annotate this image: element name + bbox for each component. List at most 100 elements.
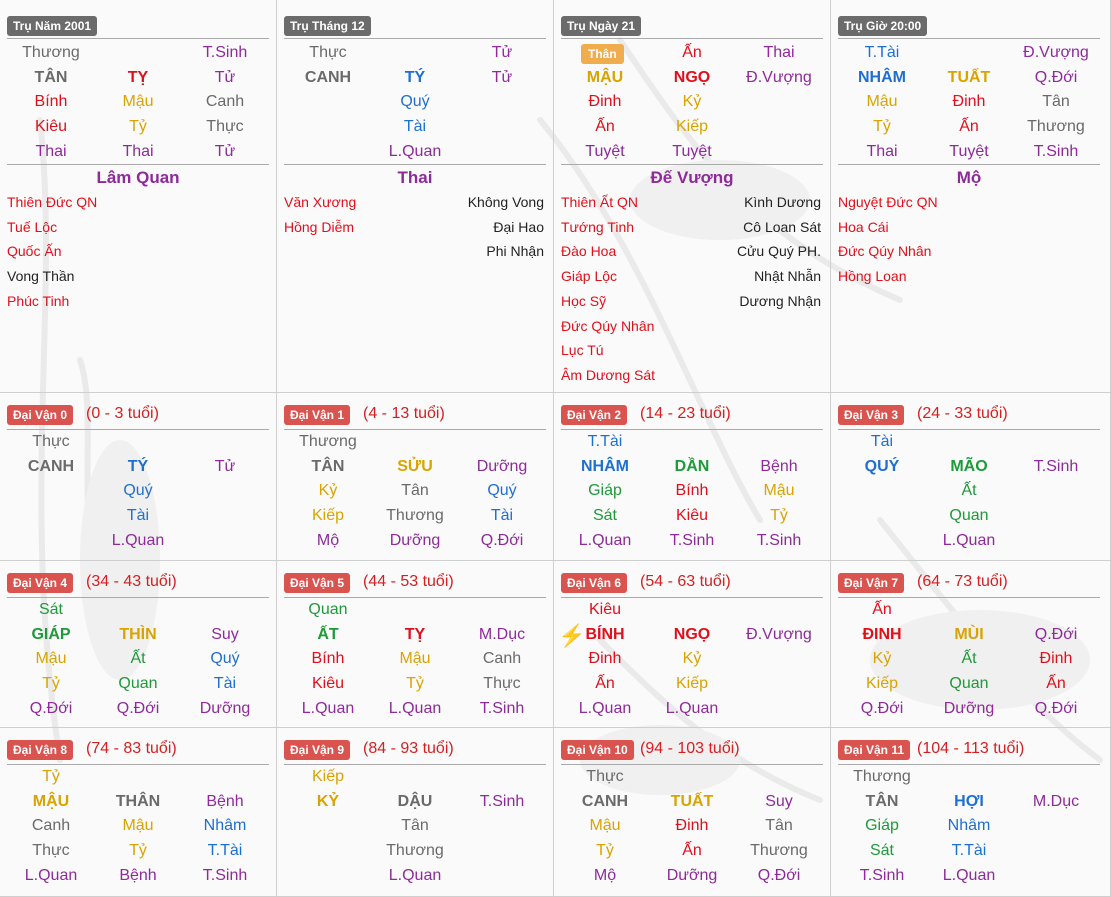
chart-cell: Đinh: [952, 93, 986, 111]
divider: [284, 164, 546, 165]
chart-cell: NHÂM: [581, 457, 629, 475]
chart-cell: Kiếp: [675, 118, 709, 136]
divider: [838, 38, 1100, 39]
luck-period-label: Đại Vận 0: [7, 405, 74, 425]
chart-cell: Kiêu: [34, 118, 68, 136]
luck-period-panel: Đại Vận 0 (0 - 3 tuổi) Thực CANH TÝ Tử Quý Tài L…: [0, 393, 277, 561]
chart-cell: DẬU: [397, 792, 433, 810]
star-item: Đức Qúy Nhân: [838, 243, 932, 260]
age-range: (84 - 93 tuổi): [363, 740, 454, 757]
growth-stage: Đế Vượng: [650, 168, 734, 187]
chart-cell: Ấn: [595, 118, 615, 136]
chart-cell: TỴ: [404, 625, 426, 643]
chart-cell: Ấn: [595, 675, 615, 693]
chart-cell: Đinh: [588, 93, 622, 111]
chart-cell: Mậu: [122, 817, 154, 835]
luck-period-panel: Đại Vận 6 (54 - 63 tuổi) ⚡ Kiêu BÍNH NGỌ Đ.Vượ…: [554, 561, 831, 728]
pillar-panel: Trụ Giờ 20:00 T.Tài Đ.Vượng NHÂM TUẤT Q.Đới Mậ…: [831, 0, 1111, 393]
pillar-title: Trụ Năm 2001: [7, 16, 98, 36]
divider: [284, 429, 546, 430]
chart-cell: Bệnh: [206, 792, 244, 810]
chart-cell: T.Sinh: [479, 792, 525, 810]
chart-cell: Giáp: [865, 817, 899, 835]
age-range: (0 - 3 tuổi): [86, 405, 159, 422]
chart-cell: DẦN: [674, 457, 710, 475]
chart-cell: Tân: [1042, 93, 1070, 111]
chart-cell: KỶ: [316, 792, 340, 810]
chart-cell: Tân: [401, 482, 429, 500]
chart-cell: Tân: [765, 817, 793, 835]
chart-cell: Thương: [853, 768, 911, 785]
chart-cell: Mậu: [122, 93, 154, 111]
chart-cell: Đinh: [1039, 650, 1073, 668]
age-range: (34 - 43 tuổi): [86, 573, 177, 590]
divider: [561, 429, 823, 430]
age-range: (44 - 53 tuổi): [363, 573, 454, 590]
chart-cell: Mậu: [866, 93, 898, 111]
luck-period-panel: Đại Vận 1 (4 - 13 tuổi) Thương TÂN SỬU Dưỡng K…: [277, 393, 554, 561]
chart-cell: Tỷ: [770, 507, 788, 525]
chart-cell: Sát: [869, 842, 894, 860]
chart-cell: L.Quan: [942, 531, 996, 549]
chart-cell: Dưỡng: [666, 866, 718, 884]
luck-period-label: Đại Vận 1: [284, 405, 351, 425]
chart-cell: Ấn: [682, 842, 702, 860]
chart-cell: HỢI: [954, 792, 984, 810]
chart-cell: Thương: [22, 44, 80, 61]
star-item: Giáp Lộc: [561, 268, 618, 285]
star-item: Thiên Ất QN: [561, 194, 639, 210]
chart-cell: THÌN: [119, 625, 157, 643]
chart-cell: THÂN: [115, 792, 161, 810]
chart-cell: QUÝ: [864, 457, 900, 475]
chart-cell: L.Quan: [665, 699, 719, 717]
luck-period-label: Đại Vận 10: [561, 740, 634, 760]
chart-cell: Tuyệt: [585, 142, 625, 160]
chart-cell: Canh: [31, 817, 71, 835]
luck-period-label: Đại Vận 3: [838, 405, 905, 425]
chart-cell: Canh: [482, 650, 522, 668]
star-item: Quốc Ấn: [7, 243, 62, 260]
divider: [7, 164, 269, 165]
luck-period-panel: Đại Vận 9 (84 - 93 tuổi) Kiếp KỶ DẬU T.Sinh Tâ…: [277, 728, 554, 897]
star-item: Kình Dương: [744, 194, 821, 210]
luck-period-panel: Đại Vận 4 (34 - 43 tuổi) Sát GIÁP THÌN Suy Mậu…: [0, 561, 277, 728]
divider: [561, 38, 823, 39]
chart-cell: Quý: [400, 93, 430, 111]
chart-cell: Mộ: [593, 866, 617, 884]
luck-period-panel: Đại Vận 10 (94 - 103 tuổi) Thực CANH TUẤT Suy…: [554, 728, 831, 897]
divider: [284, 764, 546, 765]
chart-cell: Kỷ: [318, 482, 338, 500]
chart-cell: Ất: [130, 650, 146, 668]
chart-cell: Q.Đới: [1034, 625, 1078, 643]
chart-cell: Đinh: [675, 817, 709, 835]
chart-cell: Đinh: [588, 650, 622, 668]
chart-cell: L.Quan: [942, 866, 996, 884]
star-item: Phi Nhận: [486, 243, 544, 260]
star-item: Hồng Diễm: [284, 218, 355, 235]
star-item: Đại Hao: [493, 218, 544, 235]
chart-cell: Thực: [309, 44, 347, 61]
chart-cell: Canh: [205, 93, 245, 111]
chart-cell: Tài: [490, 507, 514, 525]
chart-cell: Kiếp: [311, 507, 345, 525]
chart-cell: BÍNH: [585, 625, 625, 643]
chart-cell: L.Quan: [111, 531, 165, 549]
chart-cell: Tỷ: [129, 118, 147, 136]
chart-cell: L.Quan: [301, 699, 355, 717]
chart-cell: Mậu: [35, 650, 67, 668]
chart-cell: TÂN: [865, 792, 899, 810]
chart-cell: Thai: [122, 142, 154, 160]
chart-cell: TUẤT: [947, 68, 991, 86]
age-range: (54 - 63 tuổi): [640, 573, 731, 590]
chart-cell: TÂN: [311, 457, 345, 475]
chart-cell: Ấn: [1046, 675, 1066, 693]
growth-stage: Thai: [397, 168, 433, 187]
star-item: Tuế Lộc: [7, 218, 58, 235]
chart-cell: Tử: [491, 68, 513, 86]
chart-cell: MẬU: [32, 792, 70, 810]
star-item: Nhật Nhẫn: [754, 268, 821, 285]
star-item: Vong Thần: [7, 268, 75, 285]
pillar-title: Trụ Tháng 12: [284, 16, 371, 36]
growth-stage: Mộ: [956, 168, 982, 187]
chart-cell: L.Quan: [388, 866, 442, 884]
